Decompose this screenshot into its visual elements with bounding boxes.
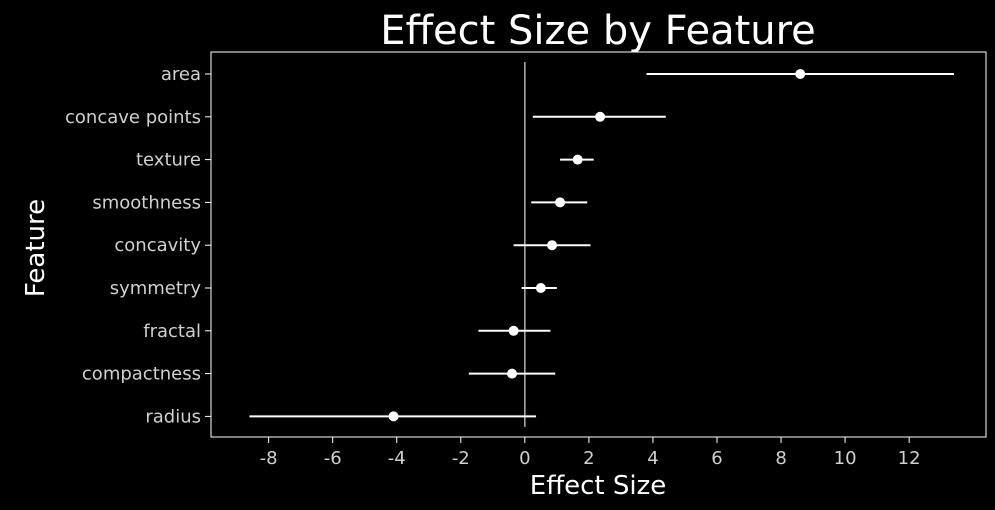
y-tick-label: concavity	[114, 235, 201, 256]
x-tick-label: 10	[834, 448, 857, 469]
effect-size-point	[507, 368, 518, 379]
effect-size-point	[555, 197, 566, 208]
effect-size-point	[595, 111, 606, 122]
y-tick-label: compactness	[82, 364, 201, 385]
x-tick-label: -8	[260, 448, 278, 469]
effect-size-point	[572, 154, 583, 165]
effect-size-point	[795, 69, 806, 79]
x-tick-label: -2	[452, 448, 470, 469]
y-tick-label: texture	[136, 150, 201, 171]
x-tick-label: 2	[583, 448, 594, 469]
y-tick-label: concave points	[65, 107, 201, 128]
y-axis-label: Feature	[21, 199, 51, 297]
x-tick-label: 6	[711, 448, 722, 469]
chart-title: Effect Size by Feature	[380, 8, 816, 54]
x-tick-label: 8	[775, 448, 786, 469]
x-axis-label: Effect Size	[530, 471, 666, 501]
effect-size-point	[508, 325, 519, 336]
x-tick-label: 4	[647, 448, 658, 469]
plot-area: -8 -6 -4 -2 0 2 4 6 8 10 12 area concave points textu…	[65, 51, 987, 469]
effect-size-point	[547, 240, 558, 251]
y-tick-label: smoothness	[92, 192, 201, 213]
plot-frame	[210, 51, 987, 438]
y-tick-label: radius	[145, 406, 201, 427]
y-tick-label: fractal	[143, 321, 201, 342]
effect-size-point	[388, 411, 399, 422]
x-tick-label: 12	[898, 448, 921, 469]
x-tick-label: -6	[324, 448, 342, 469]
effect-size-point	[535, 283, 546, 293]
y-tick-label: area	[161, 64, 201, 85]
y-tick-label: symmetry	[110, 278, 202, 299]
x-tick-label: 0	[519, 448, 530, 469]
x-tick-label: -4	[388, 448, 406, 469]
